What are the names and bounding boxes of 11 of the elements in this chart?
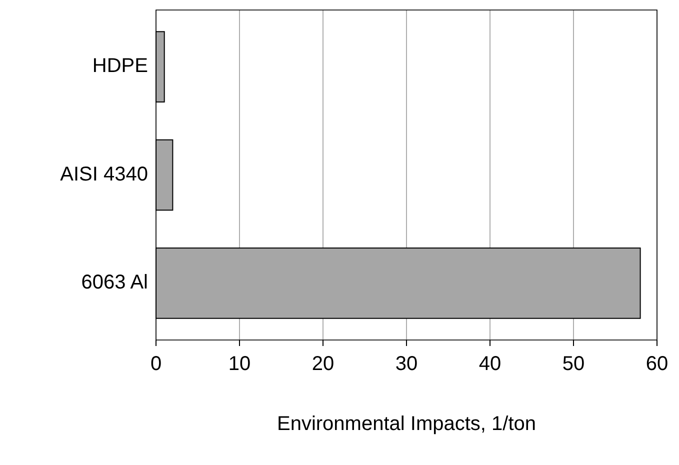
x-tick-label: 10 xyxy=(228,353,251,375)
x-tick-label: 0 xyxy=(150,353,162,375)
x-tick-label: 60 xyxy=(646,353,668,375)
x-tick-label: 40 xyxy=(478,353,502,375)
x-axis-title: Environmental Impacts, 1/ton xyxy=(276,413,536,435)
y-tick-label: 6063 Al xyxy=(81,271,148,294)
y-tick-label: AISI 4340 xyxy=(60,163,148,186)
x-tick-label: 30 xyxy=(395,353,418,375)
x-tick-label: 50 xyxy=(562,353,585,375)
x-tick-label: 20 xyxy=(312,353,334,375)
y-tick-label: HDPE xyxy=(92,55,148,78)
